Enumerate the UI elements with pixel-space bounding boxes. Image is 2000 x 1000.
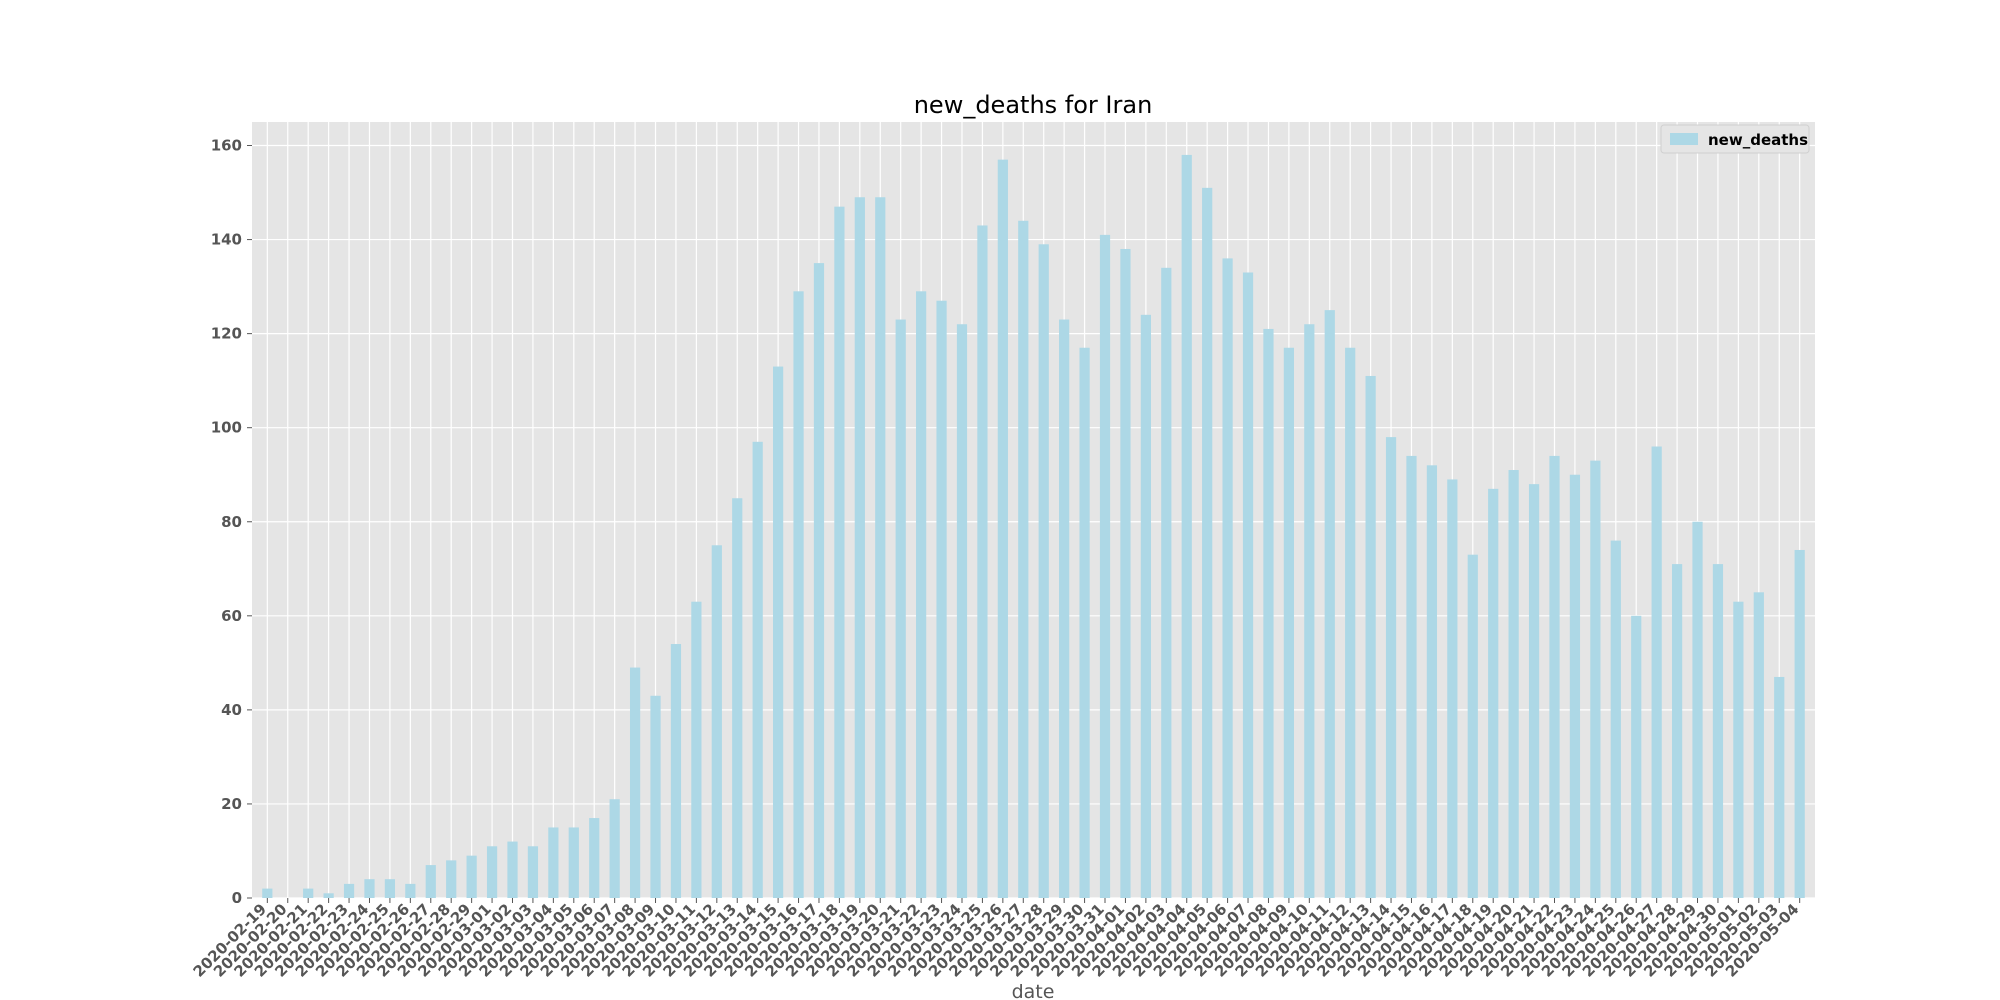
bar (1263, 328, 1274, 898)
bar (977, 225, 988, 898)
bar (303, 888, 314, 898)
bar (1079, 347, 1090, 898)
bar (1651, 446, 1662, 898)
bar (343, 883, 355, 898)
y-tick-label: 20 (221, 795, 242, 813)
bar (1447, 479, 1458, 898)
bar (650, 695, 661, 898)
y-tick-label: 160 (211, 137, 242, 155)
plot-area (252, 122, 1815, 898)
bar (813, 263, 825, 898)
y-tick-label: 0 (232, 889, 242, 907)
bar (1467, 554, 1478, 898)
bar (629, 667, 641, 898)
bar (752, 441, 763, 898)
bar (405, 883, 416, 898)
bar (1774, 676, 1785, 898)
bar (997, 159, 1008, 898)
x-axis-label: date (1012, 981, 1055, 1000)
bar (895, 319, 906, 898)
bar (1406, 455, 1417, 898)
x-axis-ticks: 2020-02-192020-02-202020-02-212020-02-22… (190, 898, 1803, 981)
bar (507, 841, 518, 898)
bar (1549, 455, 1560, 898)
bar (1038, 244, 1049, 898)
bar (1161, 267, 1172, 898)
bar (262, 888, 273, 898)
bar (732, 498, 743, 898)
bar (589, 818, 600, 898)
legend-swatch (1670, 133, 1698, 145)
bar (1283, 347, 1294, 898)
y-tick-label: 140 (211, 231, 242, 249)
bar (1528, 484, 1540, 898)
bar (1018, 220, 1029, 898)
y-tick-label: 60 (221, 607, 242, 625)
bar (956, 324, 968, 898)
bar (1365, 375, 1376, 898)
bar (1488, 488, 1499, 898)
bar (1610, 540, 1621, 898)
bar (1099, 234, 1111, 898)
bar (1304, 324, 1315, 898)
bar (1712, 564, 1724, 898)
bar (1324, 310, 1335, 898)
bar (1631, 615, 1642, 898)
bar (1590, 460, 1601, 898)
bar (1140, 314, 1151, 899)
bar (1692, 521, 1703, 898)
bar (1753, 592, 1764, 898)
bar (1385, 437, 1397, 898)
y-tick-label: 120 (211, 325, 242, 343)
legend-box (1660, 124, 1810, 154)
bar (364, 879, 375, 898)
bar (548, 827, 559, 898)
y-axis-ticks: 0 20 40 60 80 100 120 140 160 (211, 137, 252, 907)
y-tick-label: 80 (221, 513, 242, 531)
chart-title: new_deaths for Iran (914, 91, 1153, 119)
bar (568, 827, 579, 898)
bar (466, 855, 477, 898)
bars (262, 154, 1805, 899)
bar (834, 206, 845, 898)
bar (1120, 248, 1131, 898)
bar (609, 799, 620, 898)
bar (1733, 601, 1744, 898)
bar (1671, 564, 1683, 898)
bar (711, 545, 722, 898)
bar (773, 366, 784, 898)
bar (1508, 470, 1519, 898)
legend-label: new_deaths (1708, 131, 1808, 149)
bar (1222, 258, 1233, 898)
bar (854, 197, 865, 899)
bar (1059, 319, 1070, 898)
bar (1794, 549, 1805, 898)
bar (527, 846, 539, 898)
bar (1181, 154, 1192, 899)
bar (936, 300, 947, 898)
bar (670, 644, 682, 898)
legend: new_deaths (1660, 124, 1810, 154)
bar (425, 865, 436, 898)
bar (916, 291, 927, 898)
y-tick-label: 40 (221, 701, 242, 719)
bar (486, 846, 498, 898)
bar (1345, 347, 1356, 898)
bar (446, 860, 457, 898)
bar (793, 291, 804, 898)
bar (1242, 272, 1254, 899)
bar (384, 879, 396, 898)
y-tick-label: 100 (211, 419, 242, 437)
bar (691, 601, 702, 898)
bar (1426, 465, 1438, 898)
bar (323, 893, 334, 898)
bar (1202, 187, 1213, 899)
bar (1569, 474, 1581, 898)
bar (875, 197, 886, 899)
